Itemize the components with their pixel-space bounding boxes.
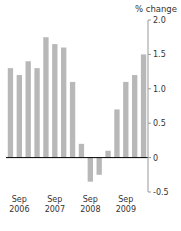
y-tick bbox=[148, 54, 151, 55]
y-tick-label: 0 bbox=[153, 154, 158, 163]
bar bbox=[61, 48, 66, 158]
y-tick-label: 2.0 bbox=[153, 16, 166, 25]
y-axis-label: % change bbox=[135, 4, 177, 14]
bar bbox=[141, 54, 146, 157]
bar bbox=[123, 82, 128, 158]
x-tick-label: Sep2008 bbox=[80, 195, 100, 214]
x-tick-label: Sep2006 bbox=[9, 195, 29, 214]
bar bbox=[88, 158, 93, 182]
y-tick bbox=[148, 88, 151, 89]
x-tick-label: Sep2009 bbox=[116, 195, 136, 214]
y-tick-label: 1.0 bbox=[153, 85, 166, 94]
y-tick bbox=[148, 123, 151, 124]
y-tick bbox=[148, 157, 151, 158]
y-tick bbox=[148, 20, 151, 21]
bar bbox=[70, 82, 75, 158]
x-tick-label-line: 2008 bbox=[80, 205, 100, 214]
x-tick-label-line: Sep bbox=[12, 195, 27, 204]
bar bbox=[79, 144, 84, 158]
y-tick-label: 1.5 bbox=[153, 50, 166, 59]
bar bbox=[52, 44, 57, 158]
y-tick bbox=[148, 192, 151, 193]
x-tick-label-line: 2009 bbox=[116, 205, 136, 214]
chart-container: -0.500.51.01.52.0Sep2006Sep2007Sep2008Se… bbox=[0, 0, 181, 231]
bar bbox=[105, 151, 110, 158]
bar bbox=[17, 75, 22, 158]
x-tick-label-line: Sep bbox=[83, 195, 98, 204]
chart-svg: -0.500.51.01.52.0Sep2006Sep2007Sep2008Se… bbox=[0, 0, 181, 231]
bar bbox=[26, 61, 31, 157]
bar bbox=[132, 75, 137, 158]
x-tick-label-line: Sep bbox=[118, 195, 133, 204]
bar bbox=[8, 68, 13, 157]
zero-line bbox=[6, 157, 148, 158]
bar bbox=[97, 158, 102, 175]
y-tick-label: 0.5 bbox=[153, 119, 166, 128]
bar bbox=[114, 109, 119, 157]
bar bbox=[43, 37, 48, 157]
x-tick-label-line: 2007 bbox=[45, 205, 65, 214]
y-axis-line bbox=[148, 20, 149, 192]
y-tick-label: -0.5 bbox=[153, 188, 169, 197]
x-tick-label-line: Sep bbox=[47, 195, 62, 204]
bar bbox=[34, 68, 39, 157]
x-tick-label-line: 2006 bbox=[9, 205, 29, 214]
bars bbox=[8, 37, 146, 181]
x-tick-label: Sep2007 bbox=[45, 195, 65, 214]
